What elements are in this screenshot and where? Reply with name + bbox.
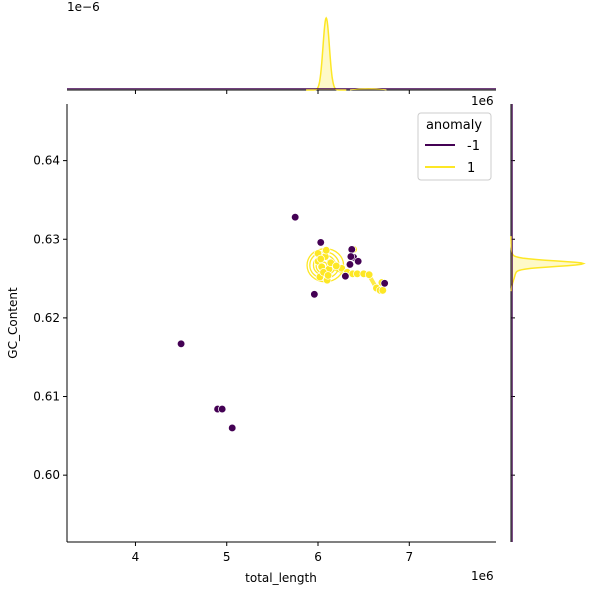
- right-marginal-density: [510, 104, 586, 542]
- point-anomaly-neg1: [176, 339, 186, 348]
- y-tick-label: 0.63: [33, 232, 60, 246]
- y-tick-label: 0.61: [33, 390, 60, 404]
- y-tick-label: 0.62: [33, 311, 60, 325]
- top-density-bump-anomaly-1: [349, 88, 387, 91]
- point-anomaly-neg1: [345, 260, 355, 269]
- point-anomaly-neg1: [380, 279, 389, 288]
- y-tick-label: 0.64: [33, 154, 60, 168]
- x-tick-label: 4: [132, 550, 140, 564]
- top-x-offset-label: 1e6: [471, 94, 494, 108]
- x-tick-label: 7: [405, 550, 413, 564]
- right-density-fill-anomaly-1: [511, 236, 584, 292]
- point-anomaly-neg1: [346, 252, 356, 261]
- scatter-points: [176, 213, 389, 433]
- legend-title: anomaly: [426, 118, 482, 133]
- point-anomaly-1: [322, 246, 331, 255]
- point-anomaly-neg1: [341, 272, 350, 281]
- point-anomaly-1: [364, 270, 374, 279]
- x-tick-label: 5: [223, 550, 231, 564]
- x-offset-label: 1e6: [471, 569, 494, 583]
- y-axis-label: GC_Content: [6, 287, 20, 359]
- x-tick-label: 6: [314, 550, 322, 564]
- legend: anomaly -1 1: [417, 112, 492, 181]
- axes: 4 5 6 7 0.60 0.61 0.62 0.63 0.64: [33, 104, 496, 564]
- top-density-fill-anomaly-1: [306, 18, 347, 90]
- point-anomaly-neg1: [310, 290, 319, 299]
- y-tick-label: 0.60: [33, 468, 60, 482]
- point-anomaly-neg1: [347, 245, 356, 254]
- top-density-line-anomaly-1: [306, 16, 347, 91]
- point-anomaly-neg1: [291, 213, 300, 222]
- point-anomaly-1: [316, 254, 325, 264]
- point-anomaly-neg1: [316, 238, 325, 247]
- point-anomaly-neg1: [354, 257, 363, 266]
- top-density-offset-label: 1e−6: [67, 0, 100, 14]
- point-anomaly-1: [378, 286, 387, 295]
- right-density-line-anomaly-1: [510, 236, 586, 292]
- legend-label-anomaly-neg1: -1: [467, 139, 480, 154]
- legend-label-anomaly-1: 1: [467, 161, 475, 176]
- point-anomaly-neg1: [228, 423, 237, 433]
- point-anomaly-1: [323, 271, 333, 280]
- legend-frame: [417, 112, 492, 181]
- point-anomaly-1: [332, 261, 341, 271]
- x-axis-label: total_length: [245, 571, 317, 585]
- top-marginal-density: [67, 16, 496, 94]
- point-anomaly-neg1: [218, 404, 227, 414]
